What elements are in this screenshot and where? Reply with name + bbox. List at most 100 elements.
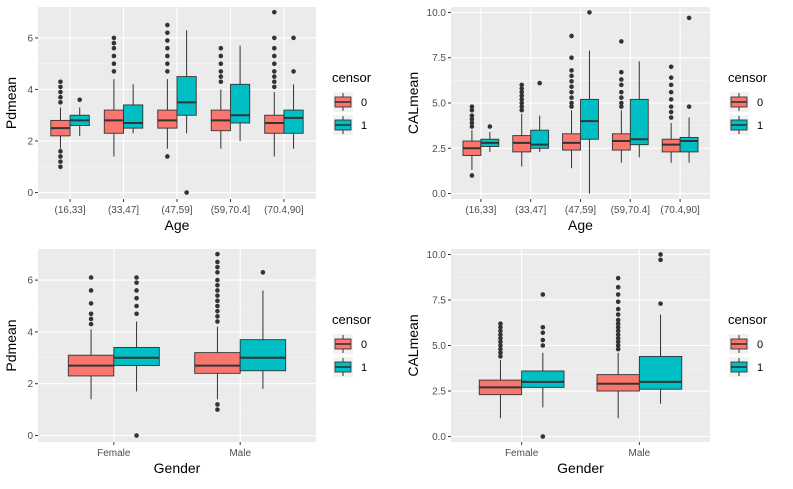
- boxplot-censor-0: [512, 82, 532, 167]
- outlier-point: [668, 82, 674, 88]
- outlier-point: [615, 275, 621, 281]
- outlier-point: [498, 321, 503, 326]
- outlier-point: [569, 68, 574, 73]
- outlier-point: [88, 275, 94, 280]
- outlier-point: [540, 337, 546, 343]
- outlier-point: [218, 79, 224, 85]
- outlier-point: [469, 107, 475, 113]
- outlier-point: [686, 104, 692, 109]
- outlier-point: [111, 61, 117, 66]
- box: [157, 109, 178, 129]
- outlier-point: [272, 53, 277, 59]
- outlier-point: [498, 335, 503, 341]
- box: [580, 98, 599, 140]
- outlier-point: [134, 280, 139, 285]
- box: [638, 355, 683, 390]
- outlier-point: [272, 45, 277, 51]
- outlier-point: [291, 69, 296, 74]
- outlier-point: [569, 95, 574, 100]
- box: [176, 76, 197, 116]
- y-tick-label: 5.0: [432, 99, 446, 110]
- outlier-point: [165, 53, 170, 59]
- y-tick-label: 5.0: [432, 341, 446, 352]
- outlier-point: [165, 154, 170, 159]
- legend: censor 0 1: [728, 70, 768, 135]
- boxplot-censor-1: [69, 97, 90, 136]
- outlier-point: [58, 149, 63, 154]
- outlier-point: [58, 89, 63, 95]
- outlier-point: [519, 86, 525, 91]
- x-tick-label: (47,59]: [161, 205, 192, 216]
- legend: censor 0 1: [332, 70, 372, 135]
- outlier-point: [686, 15, 692, 21]
- x-axis-title: Gender: [557, 460, 604, 476]
- outlier-point: [272, 84, 277, 90]
- outlier-point: [58, 79, 63, 85]
- y-tick-label: 0: [27, 431, 33, 442]
- outlier-point: [668, 115, 674, 120]
- outlier-point: [658, 301, 663, 306]
- outlier-point: [619, 39, 624, 44]
- outlier-point: [569, 89, 574, 95]
- boxplot-censor-0: [596, 275, 640, 419]
- boxplot-censor-1: [629, 61, 649, 158]
- outlier-point: [615, 332, 621, 337]
- boxplot-censor-0: [562, 33, 581, 169]
- outlier-point: [615, 306, 621, 312]
- outlier-point: [184, 190, 189, 195]
- outlier-point: [615, 343, 621, 348]
- legend-label: 0: [757, 339, 763, 351]
- outlier-point: [615, 284, 621, 290]
- outlier-point: [215, 303, 220, 309]
- outlier-point: [519, 97, 525, 102]
- outlier-point: [519, 104, 525, 109]
- legend-title: censor: [728, 312, 768, 327]
- outlier-point: [111, 69, 117, 74]
- outlier-point: [569, 55, 574, 61]
- outlier-point: [619, 77, 624, 82]
- chart-panel-3: 0 2 4 6 Female Male Gender Pdmean censor 0 1: [3, 249, 372, 476]
- x-tick-label: (33,47]: [515, 205, 546, 216]
- outlier-point: [88, 321, 94, 327]
- box: [679, 136, 699, 153]
- boxplot-censor-0: [50, 79, 71, 170]
- outlier-point: [215, 282, 220, 288]
- y-axis-title: Pdmean: [3, 319, 19, 371]
- y-tick-label: 2.5: [432, 387, 446, 398]
- x-tick-label: (47,59]: [565, 205, 596, 216]
- outlier-point: [165, 22, 170, 28]
- outlier-point: [587, 10, 592, 15]
- outlier-point: [615, 335, 621, 341]
- x-axis-title: Age: [165, 217, 190, 233]
- x-tick-label: (70.4,90]: [660, 205, 700, 216]
- outlier-point: [668, 97, 674, 102]
- boxplot-censor-1: [580, 10, 599, 194]
- legend-title: censor: [332, 312, 372, 327]
- outlier-point: [215, 264, 220, 270]
- outlier-point: [215, 277, 220, 283]
- box: [103, 109, 124, 134]
- outlier-point: [215, 308, 220, 314]
- y-tick-label: 2.5: [432, 144, 446, 155]
- outlier-point: [291, 35, 296, 41]
- y-tick-label: 0.0: [432, 189, 446, 200]
- y-tick-label: 0.0: [432, 432, 446, 443]
- outlier-point: [540, 292, 546, 297]
- boxplot-censor-1: [113, 275, 160, 438]
- outlier-point: [218, 53, 224, 59]
- outlier-point: [272, 61, 277, 66]
- y-tick-label: 2: [27, 137, 33, 148]
- x-tick-label: (59,70.4]: [611, 205, 651, 216]
- outlier-point: [668, 89, 674, 95]
- outlier-point: [58, 100, 63, 105]
- outlier-point: [134, 311, 139, 317]
- legend-label: 1: [361, 120, 367, 132]
- box: [123, 104, 144, 129]
- outlier-point: [615, 346, 621, 352]
- outlier-point: [519, 89, 525, 95]
- outlier-point: [272, 69, 277, 74]
- outlier-point: [88, 311, 94, 317]
- legend-label: 0: [757, 97, 763, 109]
- box: [521, 370, 565, 388]
- outlier-point: [569, 78, 574, 84]
